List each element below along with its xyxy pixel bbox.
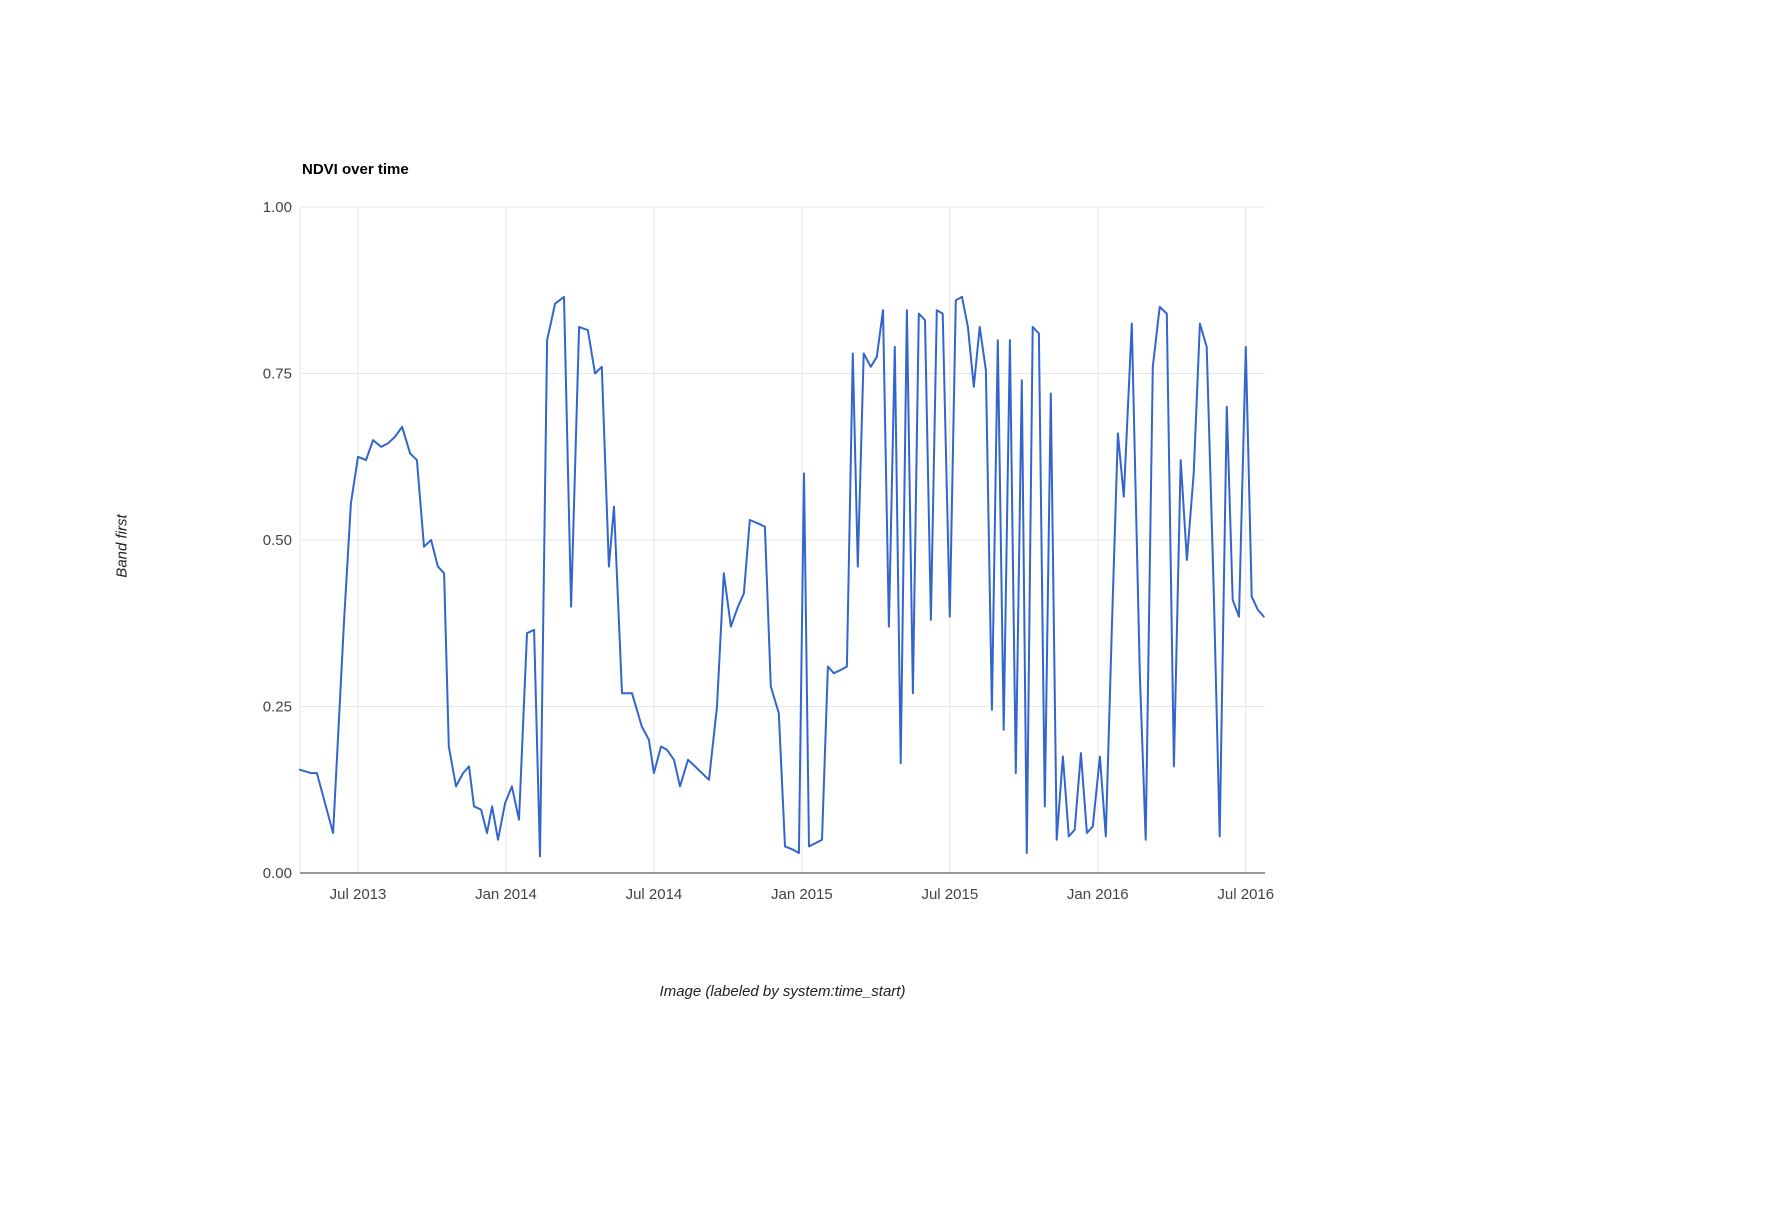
y-tick-label: 0.25 bbox=[263, 699, 292, 716]
x-tick-label: Jan 2016 bbox=[1067, 886, 1129, 903]
ndvi-line bbox=[299, 295, 1265, 858]
plot-area: Jul 2013 Jan 2014 Jul 2014 Jan 2015 Jul 2015… bbox=[263, 199, 1274, 903]
x-tick-label: Jan 2014 bbox=[475, 886, 537, 903]
x-axis-title: Image (labeled by system:time_start) bbox=[659, 983, 906, 1000]
x-tick-label: Jul 2015 bbox=[921, 886, 978, 903]
chart-title: NDVI over time bbox=[302, 161, 409, 178]
y-tick-label: 0.75 bbox=[263, 366, 292, 383]
y-axis-title: Band first bbox=[113, 514, 131, 578]
y-tick-label: 1.00 bbox=[263, 199, 292, 216]
x-tick-label: Jan 2015 bbox=[771, 886, 833, 903]
x-tick-label: Jul 2013 bbox=[330, 886, 387, 903]
y-tick-label: 0.00 bbox=[263, 865, 292, 882]
y-tick-label: 0.50 bbox=[263, 532, 292, 549]
x-tick-label: Jul 2016 bbox=[1217, 886, 1274, 903]
x-tick-label: Jul 2014 bbox=[626, 886, 683, 903]
